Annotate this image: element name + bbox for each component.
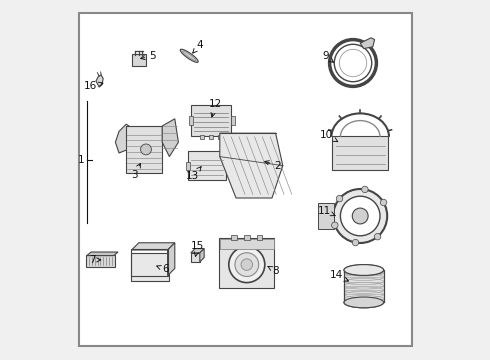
Ellipse shape (344, 265, 384, 275)
Polygon shape (126, 126, 162, 173)
FancyBboxPatch shape (130, 253, 169, 281)
Text: 7: 7 (89, 255, 101, 265)
Polygon shape (191, 248, 204, 253)
Circle shape (141, 144, 151, 155)
Text: 15: 15 (191, 241, 204, 256)
Circle shape (352, 239, 359, 246)
Polygon shape (220, 133, 283, 198)
Text: 12: 12 (209, 99, 222, 117)
FancyBboxPatch shape (199, 135, 204, 139)
FancyBboxPatch shape (186, 162, 190, 170)
Text: 4: 4 (193, 40, 203, 53)
FancyBboxPatch shape (209, 135, 213, 139)
Circle shape (362, 186, 368, 193)
FancyBboxPatch shape (191, 105, 231, 136)
FancyBboxPatch shape (189, 116, 193, 125)
Text: 14: 14 (330, 270, 348, 281)
Text: 8: 8 (268, 266, 279, 276)
Polygon shape (168, 243, 175, 276)
Text: 13: 13 (186, 167, 201, 181)
Circle shape (341, 196, 380, 236)
Circle shape (374, 233, 381, 240)
FancyBboxPatch shape (318, 203, 334, 229)
Circle shape (332, 222, 338, 229)
FancyBboxPatch shape (188, 151, 226, 180)
Text: 3: 3 (131, 163, 141, 180)
Ellipse shape (344, 297, 384, 308)
Ellipse shape (180, 49, 198, 62)
Polygon shape (191, 253, 200, 262)
Text: 16: 16 (84, 81, 103, 91)
Text: 9: 9 (322, 51, 334, 62)
Polygon shape (96, 75, 103, 87)
FancyBboxPatch shape (219, 238, 274, 288)
Ellipse shape (344, 297, 384, 308)
Circle shape (241, 259, 252, 270)
FancyBboxPatch shape (231, 235, 237, 240)
Circle shape (352, 208, 368, 224)
FancyBboxPatch shape (244, 235, 250, 240)
Polygon shape (344, 270, 384, 302)
Polygon shape (87, 252, 118, 256)
FancyBboxPatch shape (333, 136, 388, 170)
Polygon shape (132, 243, 175, 250)
Circle shape (334, 44, 372, 82)
FancyBboxPatch shape (231, 116, 235, 125)
Circle shape (333, 189, 387, 243)
Circle shape (380, 199, 387, 206)
FancyBboxPatch shape (257, 235, 262, 240)
Circle shape (235, 253, 259, 276)
Polygon shape (116, 124, 133, 153)
Circle shape (229, 247, 265, 283)
FancyBboxPatch shape (225, 162, 228, 170)
Polygon shape (162, 119, 178, 157)
Circle shape (336, 195, 343, 202)
Ellipse shape (344, 265, 384, 275)
FancyBboxPatch shape (86, 255, 115, 267)
Polygon shape (200, 248, 204, 262)
Polygon shape (360, 38, 374, 49)
Text: 5: 5 (141, 51, 155, 61)
Text: 1: 1 (78, 155, 84, 165)
Text: 2: 2 (265, 161, 281, 171)
Text: 6: 6 (157, 264, 169, 274)
FancyBboxPatch shape (79, 13, 413, 346)
FancyBboxPatch shape (220, 239, 273, 249)
FancyBboxPatch shape (218, 135, 222, 139)
Text: 11: 11 (318, 206, 335, 216)
FancyBboxPatch shape (132, 54, 146, 66)
Text: 10: 10 (320, 130, 338, 142)
